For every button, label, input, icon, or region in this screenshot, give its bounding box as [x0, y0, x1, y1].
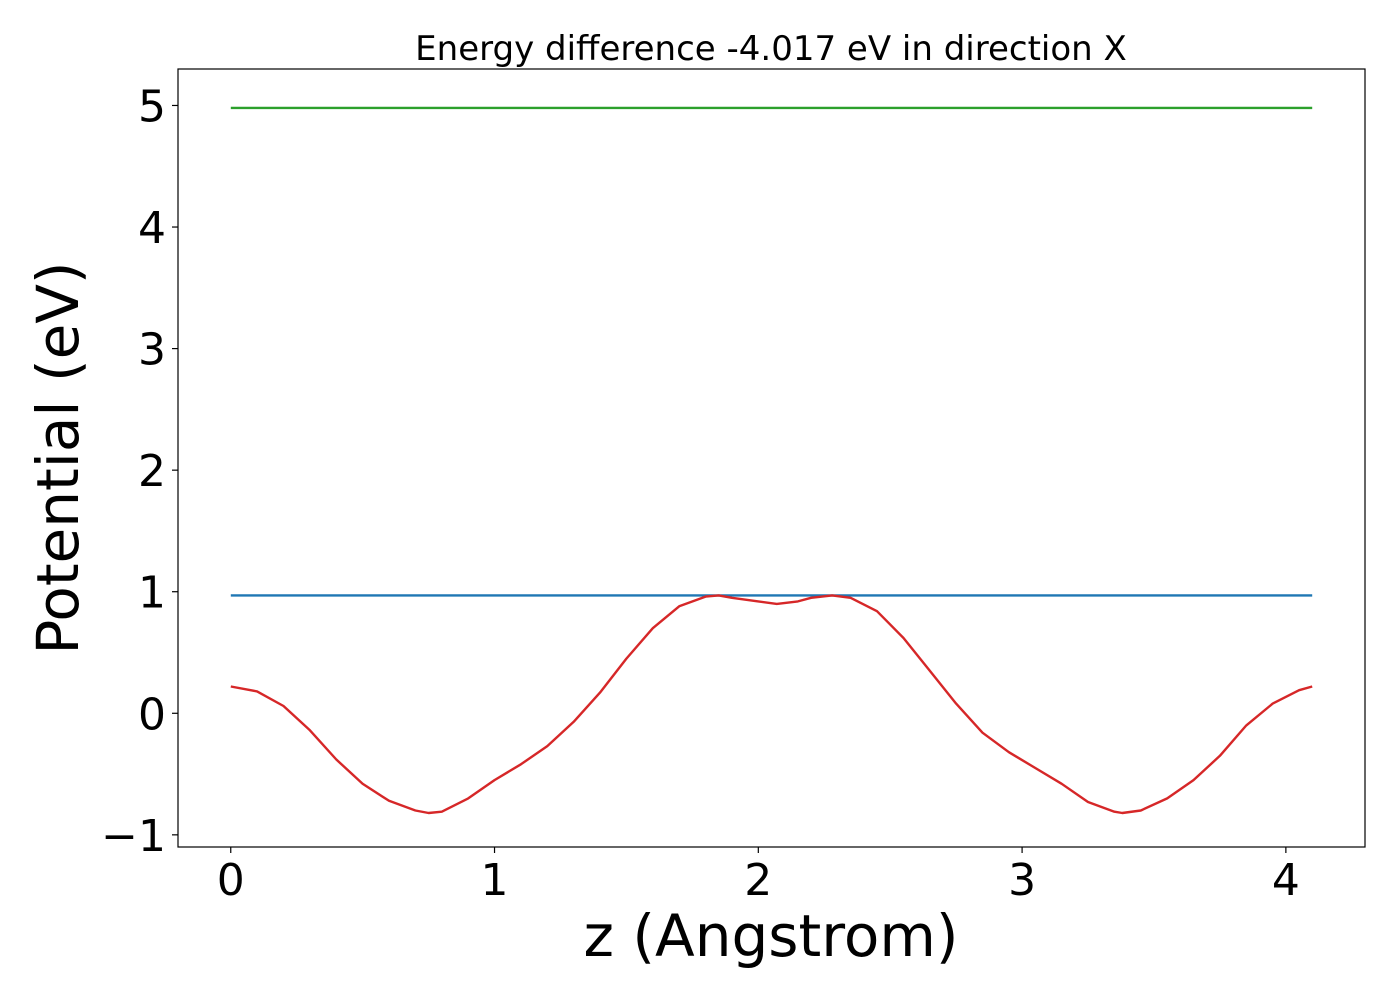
y-tick-label: 2 [138, 446, 166, 497]
x-tick-label: 0 [217, 855, 245, 906]
series-line-3 [230, 594, 1313, 815]
x-tick-label: 1 [481, 855, 509, 906]
y-tick-label: 1 [138, 568, 166, 619]
y-tick-label: 0 [138, 689, 166, 740]
y-axis-ticks: −1 0 1 2 3 4 5 [101, 81, 178, 862]
y-tick-label: 4 [138, 203, 166, 254]
x-tick-label: 3 [1008, 855, 1036, 906]
series-group [230, 106, 1313, 815]
y-tick-label: 5 [138, 81, 166, 132]
x-axis-label: z (Angstrom) [584, 902, 959, 970]
x-tick-label: 4 [1272, 855, 1300, 906]
x-tick-label: 2 [744, 855, 772, 906]
y-axis-label: Potential (eV) [24, 261, 92, 654]
x-axis-ticks: 0 1 2 3 4 [217, 847, 1300, 906]
plot-frame [177, 68, 1366, 848]
chart-title: Energy difference -4.017 eV in direction… [415, 29, 1127, 69]
y-tick-label: −1 [101, 811, 166, 862]
y-tick-label: 3 [138, 325, 166, 376]
